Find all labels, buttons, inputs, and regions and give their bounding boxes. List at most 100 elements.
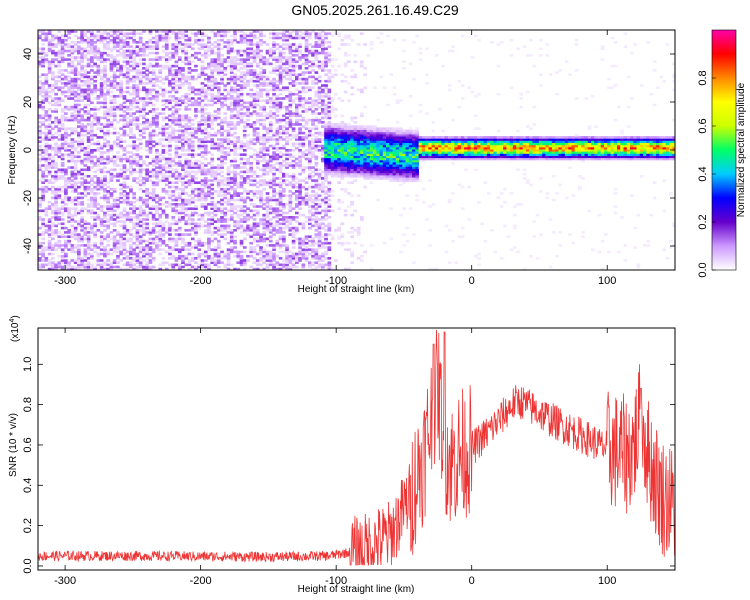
spectrogram-cell <box>282 51 286 55</box>
spectrogram-cell <box>103 51 107 55</box>
spectrogram-cell <box>207 183 211 187</box>
spectrogram-cell <box>116 203 120 206</box>
spectrogram-cell <box>259 95 263 98</box>
spectrogram-cell <box>174 49 179 53</box>
spectrogram-cell <box>54 164 58 167</box>
spectrogram-cell <box>106 88 110 92</box>
spectrogram-cell <box>197 241 202 245</box>
spectrogram-cell <box>116 36 120 40</box>
spectrogram-cell <box>132 112 136 115</box>
spectrogram-cell <box>148 71 153 74</box>
spectrogram-cell <box>278 162 283 165</box>
spectrogram-cell <box>148 248 153 251</box>
spectrogram-cell <box>181 261 185 264</box>
spectrogram-cell <box>161 45 166 48</box>
spectrogram-cell <box>207 263 211 267</box>
spectrogram-cell <box>252 43 257 46</box>
spectrogram-cell <box>70 170 75 174</box>
spectrogram-cell <box>86 38 91 42</box>
spectrogram-cell <box>203 84 208 87</box>
spectrogram-cell <box>148 233 153 236</box>
spectrogram-cell <box>272 172 276 176</box>
spectrogram-cell <box>207 151 211 154</box>
spectrogram-cell <box>51 211 55 215</box>
spectrogram-cell <box>148 151 153 154</box>
spectrogram-cell <box>252 226 257 230</box>
spectrogram-cell <box>288 32 293 35</box>
spectrogram-cell <box>171 110 176 113</box>
spectrogram-cell <box>236 220 241 223</box>
spectrogram-cell <box>122 231 127 234</box>
spectrogram-cell <box>174 263 179 267</box>
spectrogram-cell <box>255 162 260 165</box>
spectrogram-cell <box>295 103 299 107</box>
spectrogram-cell <box>116 60 120 64</box>
spectrogram-cell <box>207 229 211 232</box>
spectrogram-cell <box>278 73 283 76</box>
spectrogram-cell <box>142 198 146 202</box>
spectrogram-cell <box>174 153 179 156</box>
spectrogram-cell <box>236 103 241 107</box>
spectrogram-cell <box>181 138 185 141</box>
spectrogram-cell <box>77 172 81 176</box>
spectrogram-cell <box>51 149 55 152</box>
spectrogram-cell <box>54 209 58 213</box>
spectrogram-cell <box>262 183 267 187</box>
spectrogram-cell <box>64 75 68 79</box>
spectrogram-cell <box>57 246 62 249</box>
spectrogram-cell <box>213 32 218 35</box>
spectrogram-cell <box>236 136 241 139</box>
spectrogram-cell <box>288 265 293 269</box>
spectrogram-cell <box>145 168 149 172</box>
spectrogram-cell <box>54 170 58 174</box>
spectrogram-cell <box>171 56 176 59</box>
spectrogram-cell <box>177 146 182 150</box>
spectrogram-cell <box>138 146 143 150</box>
spectrogram-cell <box>83 252 88 256</box>
spectrogram-cell <box>93 84 97 87</box>
spectrogram-cell <box>278 105 283 109</box>
spectrogram-cell <box>60 205 65 208</box>
spectrogram-cell <box>96 30 101 33</box>
spectrogram-cell <box>174 71 179 74</box>
spectrogram-cell <box>64 190 68 193</box>
spectrogram-cell <box>229 123 234 126</box>
spectrogram-cell <box>86 235 91 238</box>
spectrogram-cell <box>291 265 296 269</box>
spectrogram-cell <box>60 218 65 221</box>
spectrogram-cell <box>112 30 117 33</box>
spectrogram-cell <box>252 105 257 109</box>
spectrogram-cell <box>229 142 234 146</box>
spectrogram-cell <box>99 41 104 44</box>
spectrogram-cell <box>135 198 140 202</box>
spectrogram-cell <box>38 241 42 245</box>
spectrogram-cell <box>210 30 215 33</box>
spectrogram-cell <box>291 226 296 230</box>
spectrogram-cell <box>138 36 143 40</box>
spectrogram-cell <box>47 220 52 223</box>
spectrogram-cell <box>129 166 133 169</box>
spectrogram-cell <box>155 95 159 98</box>
spectrogram-cell <box>233 60 237 64</box>
spectrogram-cell <box>112 203 117 206</box>
spectrogram-cell <box>57 118 62 122</box>
spectrogram-cell <box>168 239 172 243</box>
spectrogram-cell <box>226 200 231 204</box>
spectrogram-cell <box>207 257 211 260</box>
spectrogram-cell <box>164 175 169 178</box>
spectrogram-cell <box>226 43 231 46</box>
spectrogram-cell <box>135 216 140 219</box>
spectrogram-cell <box>220 97 224 100</box>
spectrogram-cell <box>210 75 215 79</box>
spectrogram-cell <box>122 209 127 213</box>
spectrogram-cell <box>246 38 250 42</box>
spectrogram-cell <box>119 196 123 200</box>
spectrogram-cell <box>252 172 257 176</box>
spectrogram-cell <box>200 205 205 208</box>
spectrogram-cell <box>129 51 133 55</box>
spectrogram-cell <box>242 220 247 223</box>
spectrogram-cell <box>64 194 68 197</box>
spectrogram-cell <box>265 229 270 232</box>
spectrogram-cell <box>233 77 237 81</box>
